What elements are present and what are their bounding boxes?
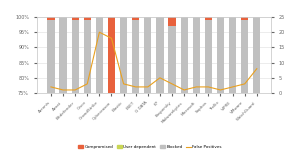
Bar — [253, 17, 260, 150]
Bar — [181, 17, 188, 150]
Bar — [108, 132, 115, 150]
Bar — [120, 17, 127, 150]
Bar — [84, 20, 91, 150]
Bar — [144, 17, 152, 150]
Bar — [241, 20, 248, 150]
Bar — [47, 17, 55, 20]
Bar — [59, 17, 67, 150]
Bar — [217, 17, 224, 150]
Bar — [229, 17, 236, 150]
Bar — [108, 17, 115, 123]
Bar — [96, 17, 103, 150]
Bar — [71, 17, 79, 20]
Bar — [168, 17, 176, 26]
Bar — [193, 17, 200, 150]
Bar — [108, 123, 115, 132]
Bar — [84, 17, 91, 20]
Bar — [47, 20, 55, 150]
Bar — [205, 17, 212, 20]
Legend: Compromised, User dependent, Blocked, False Positives: Compromised, User dependent, Blocked, Fa… — [76, 144, 224, 150]
Bar — [205, 20, 212, 150]
Bar — [71, 20, 79, 150]
Bar — [156, 17, 164, 150]
Bar — [132, 17, 139, 20]
Bar — [168, 26, 176, 150]
Bar — [241, 17, 248, 20]
Bar — [132, 20, 139, 150]
